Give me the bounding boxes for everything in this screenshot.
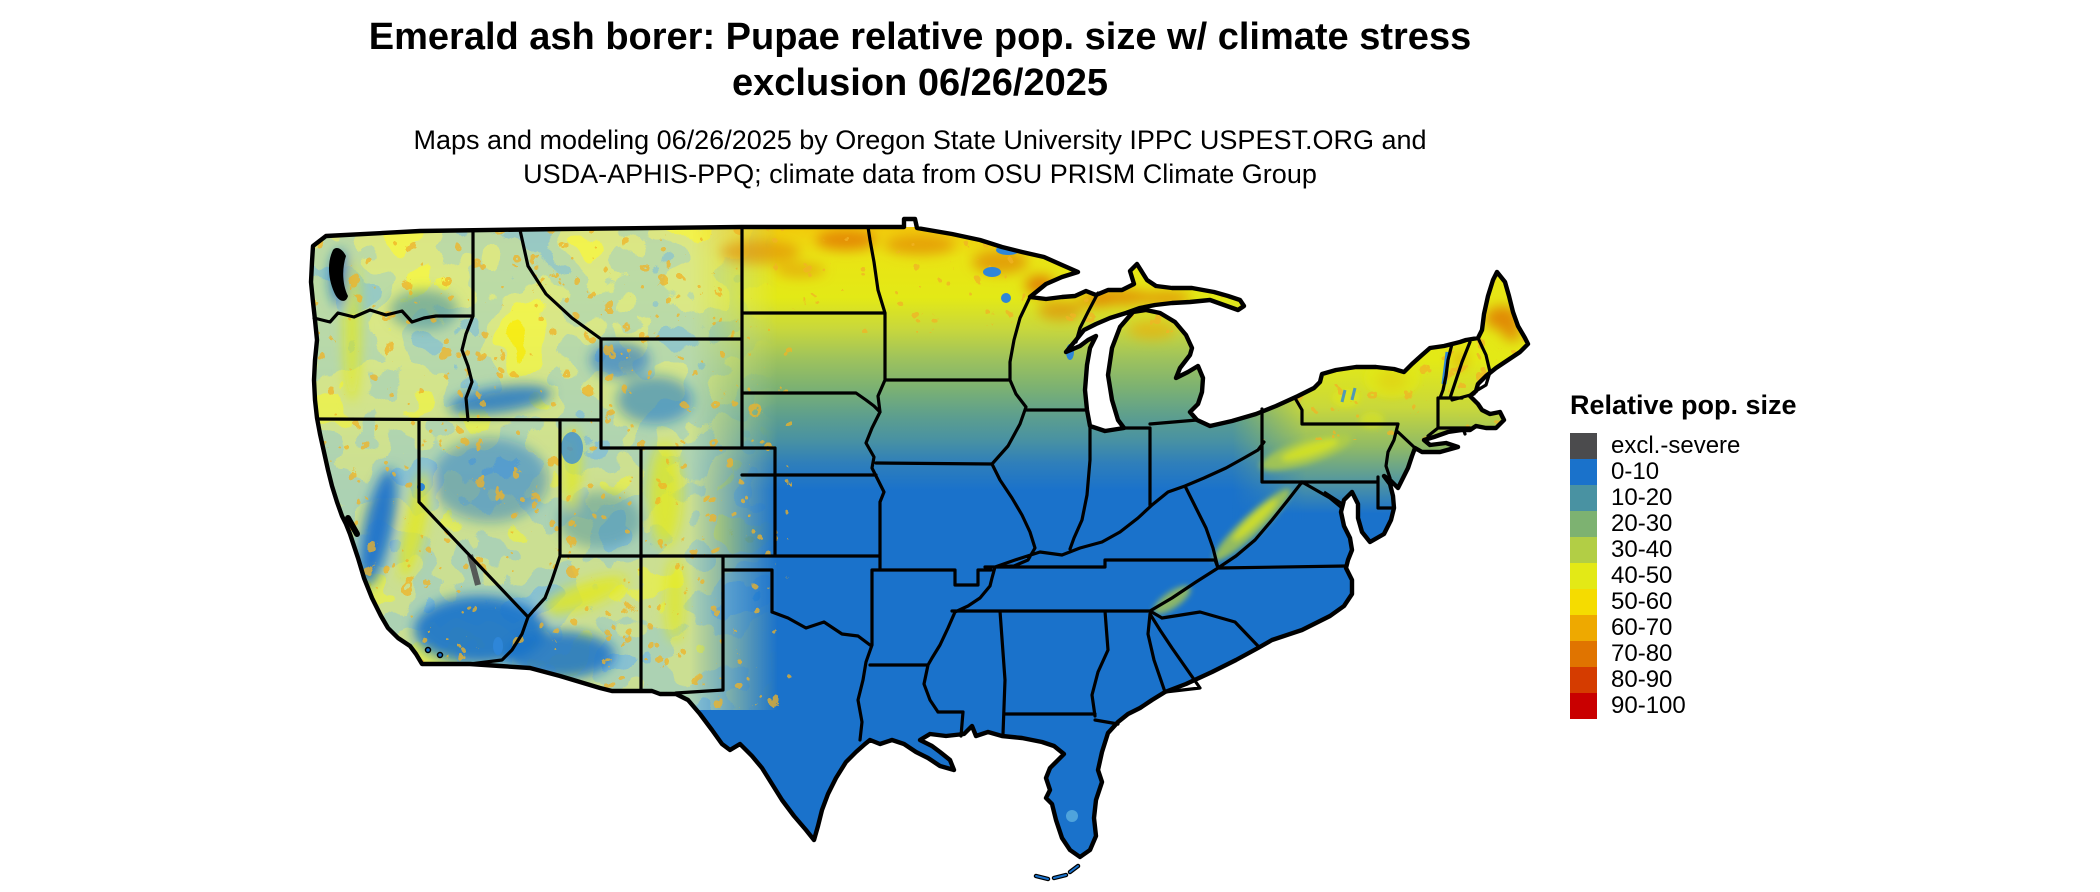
title-line-1: Emerald ash borer: Pupae relative pop. s…	[368, 16, 1472, 58]
raster-layers	[311, 227, 1528, 857]
legend-label: excl.-severe	[1611, 432, 1741, 459]
legend-swatch	[1570, 485, 1597, 511]
legend-label: 40-50	[1611, 562, 1673, 589]
legend-swatch	[1570, 433, 1597, 459]
legend-label: 30-40	[1611, 536, 1673, 563]
legend-item: 30-40	[1570, 536, 1870, 563]
water-details	[328, 248, 1345, 882]
conus-outline	[308, 216, 1531, 860]
legend-item: 20-30	[1570, 510, 1870, 537]
subtitle-line-1: Maps and modeling 06/26/2025 by Oregon S…	[413, 124, 1427, 155]
legend-label: 60-70	[1611, 614, 1673, 641]
legend-swatch	[1570, 615, 1597, 641]
header: Emerald ash borer: Pupae relative pop. s…	[0, 14, 1840, 192]
legend-item: 90-100	[1570, 692, 1870, 719]
legend-item: 40-50	[1570, 562, 1870, 589]
legend-label: 20-30	[1611, 510, 1673, 537]
legend-label: 10-20	[1611, 484, 1673, 511]
legend-title: Relative pop. size	[1570, 390, 1797, 420]
legend-swatch	[1570, 641, 1597, 667]
legend-swatch	[1570, 511, 1597, 537]
legend-item: 0-10	[1570, 458, 1870, 485]
legend-item: 80-90	[1570, 666, 1870, 693]
legend-swatch	[1570, 537, 1597, 563]
legend-item: 70-80	[1570, 640, 1870, 667]
subtitle-line-2: USDA-APHIS-PPQ; climate data from OSU PR…	[523, 159, 1317, 190]
state-borders	[312, 225, 1492, 742]
title-line-2: exclusion 06/26/2025	[731, 62, 1109, 105]
legend-label: 70-80	[1611, 640, 1673, 667]
legend-swatch	[1570, 693, 1597, 719]
legend-label: 90-100	[1611, 692, 1686, 719]
subtitle: Maps and modeling 06/26/2025 by Oregon S…	[0, 123, 1840, 192]
legend: Relative pop. size excl.-severe 0-10 10-…	[1570, 390, 1870, 719]
legend-swatch	[1570, 667, 1597, 693]
legend-swatch	[1570, 589, 1597, 615]
page-title: Emerald ash borer: Pupae relative pop. s…	[0, 14, 1840, 107]
legend-label: 50-60	[1611, 588, 1673, 615]
legend-label: 0-10	[1611, 458, 1660, 485]
legend-item: 60-70	[1570, 614, 1870, 641]
legend-item: 10-20	[1570, 484, 1870, 511]
legend-item: excl.-severe	[1570, 432, 1870, 459]
legend-item: 50-60	[1570, 588, 1870, 615]
legend-swatch	[1570, 563, 1597, 589]
legend-swatch	[1570, 459, 1597, 485]
legend-label: 80-90	[1611, 666, 1673, 693]
